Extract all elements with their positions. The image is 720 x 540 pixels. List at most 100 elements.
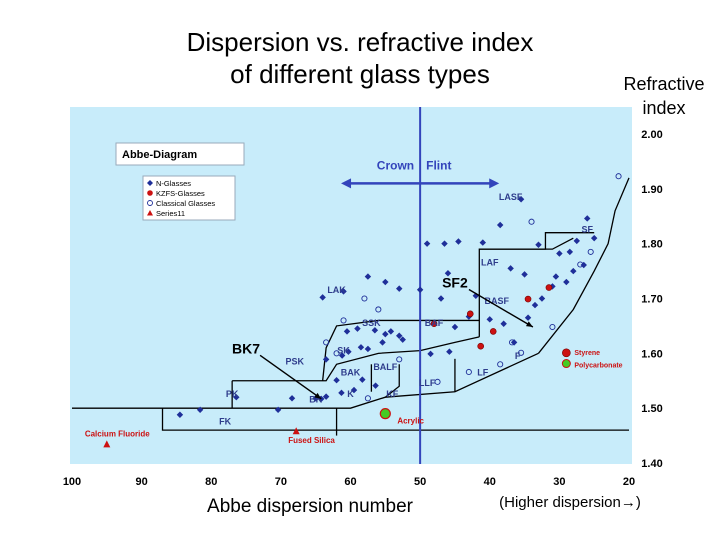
refractive-index-label-line2: index bbox=[642, 98, 686, 118]
region-label-bak: BAK bbox=[341, 367, 361, 377]
region-boundary-line bbox=[161, 408, 629, 431]
classical-glass-point bbox=[333, 350, 340, 357]
series11-point bbox=[292, 427, 300, 435]
region-boundaries bbox=[72, 177, 630, 436]
region-label-psk: PSK bbox=[286, 356, 305, 366]
x-tick-label: 100 bbox=[63, 476, 81, 488]
chart-title-line1: Dispersion vs. refractive index bbox=[186, 27, 534, 57]
region-label-basf: BASF bbox=[484, 296, 509, 306]
n-glass-point bbox=[510, 339, 518, 346]
n-glass-point bbox=[354, 325, 361, 332]
callout-sf2: SF2 bbox=[442, 275, 468, 291]
x-tick-label: 70 bbox=[275, 476, 287, 488]
series11-point bbox=[103, 440, 111, 448]
n-glass-point bbox=[338, 352, 346, 359]
n-glass-point bbox=[552, 273, 560, 280]
legend-title: Abbe-Diagram bbox=[122, 149, 197, 161]
classical-glass-point bbox=[518, 349, 525, 356]
region-label-balf: BALF bbox=[373, 362, 397, 372]
classical-glass-point bbox=[615, 173, 622, 180]
n-glass-point bbox=[399, 336, 406, 343]
region-boundary-line bbox=[384, 364, 400, 398]
n-glass-point bbox=[507, 265, 514, 272]
classical-glass-point bbox=[465, 368, 472, 376]
region-boundary-line bbox=[232, 336, 480, 382]
n-glass-point bbox=[288, 395, 296, 402]
classical-glass-point bbox=[587, 248, 594, 255]
legend-entry: Classical Glasses bbox=[156, 199, 215, 208]
crown-label: Crown bbox=[377, 159, 414, 173]
region-label-k: K bbox=[347, 389, 354, 399]
legend-marker-kzfs bbox=[147, 190, 153, 196]
kzfs-glass-point bbox=[545, 284, 553, 291]
n-glass-point bbox=[486, 316, 493, 323]
n-glass-point bbox=[379, 339, 386, 346]
annotation-styrene: Styrene bbox=[574, 350, 600, 357]
region-label-pk: PK bbox=[226, 389, 239, 399]
n-glass-point bbox=[427, 350, 434, 358]
x-tick-label: 60 bbox=[344, 476, 356, 488]
region-label-laf: LAF bbox=[481, 258, 499, 268]
callout-arrow-head bbox=[314, 392, 322, 399]
n-glass-point bbox=[556, 250, 563, 257]
annotation-polycarbonate: Polycarbonate bbox=[574, 363, 622, 370]
classical-glass-point bbox=[497, 361, 504, 368]
divider-arrow-left-head bbox=[341, 178, 352, 189]
annotation-acrylic: Acrylic bbox=[397, 417, 424, 426]
y-tick-label: 1.70 bbox=[641, 294, 662, 306]
n-glass-point bbox=[364, 345, 372, 353]
legend-title-box bbox=[115, 142, 245, 166]
n-glass-point bbox=[524, 314, 532, 321]
legend-marker-classical bbox=[147, 200, 153, 206]
callout-arrow-head bbox=[525, 321, 533, 328]
n-glass-point bbox=[274, 406, 282, 414]
y-tick-label: 1.90 bbox=[641, 184, 662, 196]
classical-glass-point bbox=[396, 356, 403, 363]
n-glass-point bbox=[446, 348, 453, 355]
n-glass-point bbox=[372, 382, 379, 389]
n-glass-point bbox=[451, 323, 459, 331]
classical-glass-point bbox=[323, 339, 330, 346]
n-glass-point bbox=[563, 278, 570, 286]
refractive-index-label-line1: Refractive bbox=[623, 74, 705, 94]
n-glass-point bbox=[531, 301, 539, 309]
classical-glass-point bbox=[434, 378, 441, 385]
n-glass-point bbox=[500, 320, 507, 327]
legend-entry: KZFS-Glasses bbox=[156, 189, 205, 198]
flint-label: Flint bbox=[426, 159, 451, 173]
y-tick-label: 1.50 bbox=[641, 403, 662, 415]
n-glass-point bbox=[364, 273, 372, 280]
divider-arrow-right-head bbox=[489, 178, 500, 189]
n-glass-point bbox=[322, 393, 330, 400]
region-label-sf: SF bbox=[581, 225, 593, 235]
kzfs-glass-point bbox=[466, 310, 474, 318]
plot-background bbox=[70, 107, 632, 464]
axis-ticks: 100 90 80 70 60 50 40 30 20 2.00 1.90 1.80 1.70 1.60 1… bbox=[63, 129, 663, 488]
legend-marker-n-glasses bbox=[147, 180, 153, 186]
n-glass-point bbox=[333, 376, 340, 384]
legend-marker-series11 bbox=[147, 210, 153, 216]
region-boundary-line bbox=[322, 319, 480, 381]
classical-glass-point bbox=[528, 218, 535, 225]
n-glass-point bbox=[357, 344, 365, 351]
classical-glass-point bbox=[577, 261, 584, 268]
legend-entry: Series11 bbox=[156, 209, 185, 218]
x-axis-note: (Higher dispersion→) bbox=[499, 494, 641, 511]
region-label-lasf: LASF bbox=[499, 192, 523, 202]
styrene-marker bbox=[562, 348, 571, 358]
region-boundary-line bbox=[537, 177, 630, 354]
kzfs-glass-point bbox=[430, 320, 438, 328]
n-glass-point bbox=[319, 294, 326, 301]
kzfs-glass-point bbox=[524, 295, 532, 303]
y-tick-label: 2.00 bbox=[641, 129, 662, 141]
n-glass-point bbox=[570, 267, 577, 275]
n-glass-point bbox=[590, 234, 598, 242]
callout-bk7: BK7 bbox=[232, 340, 260, 356]
x-tick-label: 90 bbox=[136, 476, 148, 488]
acrylic-marker bbox=[379, 408, 391, 420]
callout-arrow-line bbox=[259, 354, 322, 400]
n-glass-point bbox=[338, 389, 345, 397]
callout-arrow-line bbox=[468, 288, 534, 328]
x-tick-label: 80 bbox=[205, 476, 217, 488]
region-label-llf: LLF bbox=[419, 378, 436, 388]
